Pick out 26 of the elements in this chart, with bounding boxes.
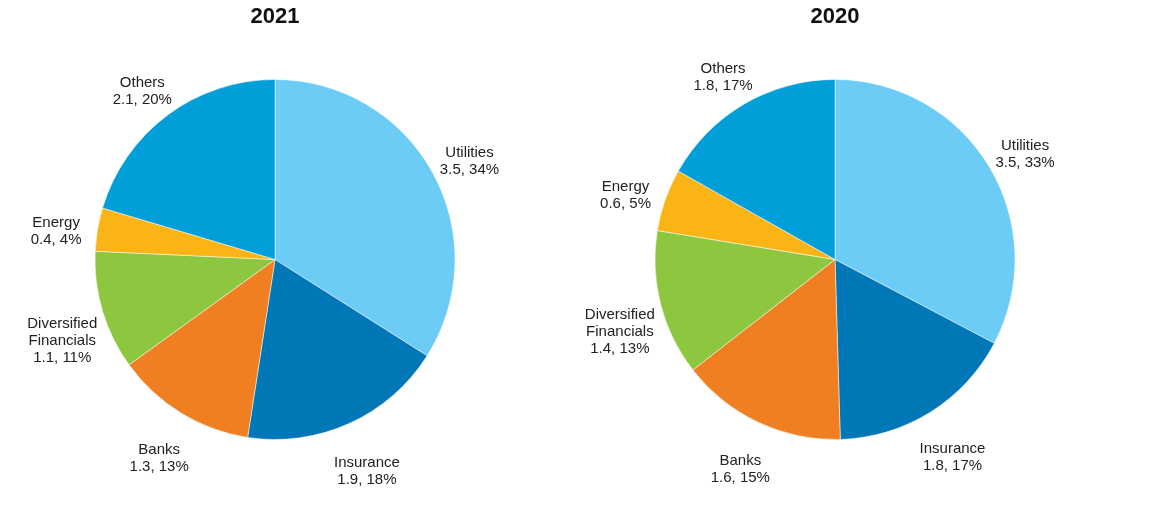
data-label: 1.6, 15%	[710, 468, 770, 486]
slice-label: Others	[119, 72, 165, 90]
slice-label: Utilities	[1000, 135, 1050, 153]
data-label: 3.5, 33%	[995, 152, 1055, 170]
slice-label: Insurance	[334, 452, 400, 470]
slice-label: Insurance	[919, 438, 986, 456]
data-label: 1.4, 13%	[590, 339, 650, 357]
slice-label: Energy	[32, 213, 81, 231]
slice-label: Diversified Financials	[27, 313, 98, 348]
data-label: 1.8, 17%	[693, 75, 753, 93]
chart-title: 2021	[250, 3, 300, 28]
data-label: 1.9, 18%	[337, 469, 397, 487]
data-label: 1.8, 17%	[922, 455, 983, 473]
slice-label: Banks	[719, 451, 762, 469]
data-label: 1.3, 13%	[129, 456, 189, 474]
data-label: 0.4, 4%	[30, 230, 82, 248]
data-label: 2.1, 20%	[112, 89, 172, 107]
slice-label: Diversified Financials	[584, 305, 655, 340]
data-label: 0.6, 5%	[600, 193, 651, 211]
data-label: 1.1, 11%	[33, 347, 92, 365]
slice-label: Banks	[138, 439, 180, 457]
slice-label: Others	[700, 58, 746, 76]
slice-label: Energy	[601, 176, 650, 194]
chart-title: 2020	[810, 3, 860, 28]
slice-label: Utilities	[445, 143, 494, 161]
data-label: 3.5, 34%	[439, 160, 500, 178]
